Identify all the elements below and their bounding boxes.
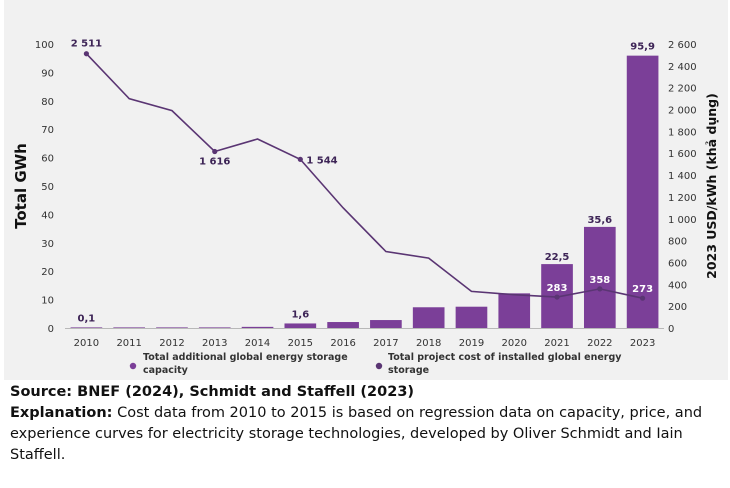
explanation-label: Explanation: <box>10 405 113 421</box>
x-tick-label: 2018 <box>416 338 441 349</box>
bar <box>156 327 188 328</box>
chart-panel: 0 10 20 30 40 50 60 70 80 90 100 0 200 400 600 800 1 000… <box>4 0 728 380</box>
y2-tick-label: 800 <box>668 237 687 248</box>
line-value-label: 283 <box>547 283 568 294</box>
x-tick-label: 2020 <box>502 338 527 349</box>
bar <box>583 226 616 328</box>
source-line: Source: BNEF (2024), Schmidt and Staffel… <box>10 384 415 400</box>
bar-value-label: 95,9 <box>630 42 655 53</box>
y-tick-label: 70 <box>41 125 54 136</box>
legend-line-label: storage <box>388 365 429 376</box>
cost-point <box>640 295 646 301</box>
y2-tick-label: 600 <box>668 258 687 269</box>
x-tick-label: 2014 <box>245 338 270 349</box>
explanation-text: Cost data from 2010 to 2015 is based on … <box>10 405 703 463</box>
x-tick-label: 2017 <box>373 338 398 349</box>
y-tick-label: 20 <box>41 267 54 278</box>
y2-tick-label: 2 000 <box>668 106 697 117</box>
y2-axis-title: 2023 USD/kWh (khả dụng) <box>704 93 719 279</box>
bar-value-label: 22,5 <box>545 252 570 263</box>
y2-tick-label: 1 400 <box>668 171 697 182</box>
legend-bar-marker <box>129 362 137 370</box>
x-tick-label: 2013 <box>202 338 227 349</box>
y-tick-label: 80 <box>41 97 54 108</box>
line-value-label: 358 <box>589 275 610 286</box>
x-tick-label: 2015 <box>288 338 313 349</box>
x-tick-label: 2010 <box>74 338 99 349</box>
bar <box>284 323 317 328</box>
x-tick-label: 2019 <box>459 338 484 349</box>
bar <box>370 320 402 328</box>
bar <box>455 306 488 328</box>
y-tick-label: 0 <box>48 324 54 335</box>
y-tick-label: 30 <box>41 239 54 250</box>
y-tick-label: 40 <box>41 210 54 221</box>
x-tick-label: 2023 <box>630 338 655 349</box>
y-tick-label: 100 <box>35 40 54 51</box>
y-tick-label: 90 <box>41 68 54 79</box>
caption: Source: BNEF (2024), Schmidt and Staffel… <box>10 382 722 466</box>
cost-point <box>83 51 89 57</box>
y2-tick-label: 1 000 <box>668 215 697 226</box>
y2-tick-label: 1 600 <box>668 149 697 160</box>
cost-point <box>212 148 218 155</box>
legend-line-marker <box>375 362 383 370</box>
bar-value-label: 35,6 <box>587 215 612 226</box>
bar-value-label: 1,6 <box>291 309 309 320</box>
y2-tick-label: 0 <box>668 324 674 335</box>
line-value-label: 2 511 <box>71 39 102 50</box>
y2-tick-label: 200 <box>668 302 687 313</box>
line-value-label: 1 616 <box>199 156 230 167</box>
cost-point <box>297 156 303 162</box>
legend-bar-label: capacity <box>143 365 189 376</box>
legend-bar-label: Total additional global energy storage <box>143 352 348 363</box>
bar <box>113 327 146 328</box>
y2-tick-label: 1 200 <box>668 193 697 204</box>
legend-line-label: Total project cost of installed global e… <box>388 352 622 363</box>
bar <box>412 307 445 328</box>
y-axis-title: Total GWh <box>12 143 30 229</box>
bar <box>327 322 359 328</box>
y2-tick-label: 1 800 <box>668 127 697 138</box>
line-value-label: 1 544 <box>306 155 337 166</box>
y-tick-label: 60 <box>41 154 54 165</box>
bar <box>498 293 531 328</box>
y-tick-label: 50 <box>41 182 54 193</box>
bar <box>626 55 659 328</box>
bar <box>70 327 103 328</box>
y-tick-label: 10 <box>41 296 54 307</box>
x-tick-label: 2021 <box>544 338 569 349</box>
y2-tick-label: 2 400 <box>668 62 697 73</box>
x-tick-label: 2011 <box>116 338 141 349</box>
explanation: Explanation: Cost data from 2010 to 2015… <box>10 403 722 466</box>
line-value-label: 273 <box>632 284 653 295</box>
y2-tick-label: 2 600 <box>668 40 697 51</box>
x-tick-label: 2012 <box>159 338 184 349</box>
cost-point <box>554 294 560 300</box>
bar-value-label: 0,1 <box>78 314 96 325</box>
cost-line <box>85 53 643 299</box>
bar <box>198 327 231 328</box>
y2-tick-label: 400 <box>668 280 687 291</box>
y2-tick-label: 2 200 <box>668 84 697 95</box>
bar <box>241 326 274 328</box>
cost-point <box>597 286 603 292</box>
x-tick-label: 2016 <box>330 338 355 349</box>
x-tick-label: 2022 <box>587 338 612 349</box>
